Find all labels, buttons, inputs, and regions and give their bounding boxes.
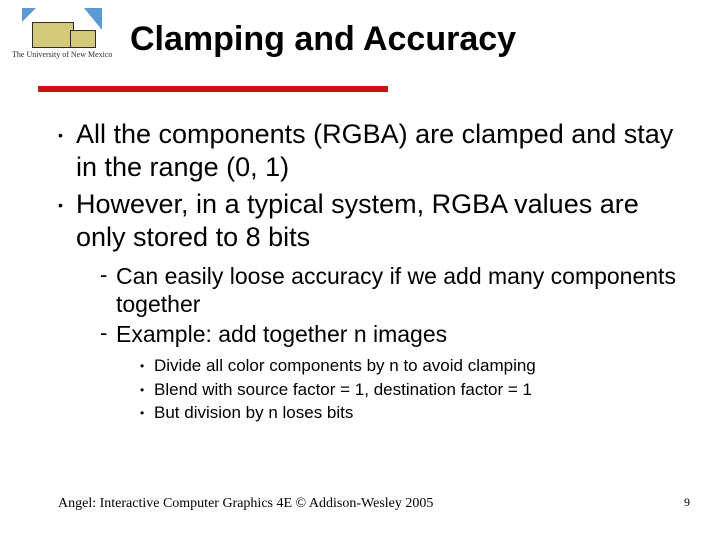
bullet-list-lvl2: Can easily loose accuracy if we add many… [76,262,680,424]
bullet-lvl3-item: Blend with source factor = 1, destinatio… [140,380,680,401]
bullet-lvl2-item: Can easily loose accuracy if we add many… [100,262,680,318]
content-body: All the components (RGBA) are clamped an… [58,118,680,428]
logo-skyline-right [84,8,102,30]
bullet-lvl2-text: Example: add together n images [116,321,447,347]
bullet-lvl1-item: However, in a typical system, RGBA value… [58,188,680,424]
logo-skyline-left [22,8,36,22]
bullet-list-lvl1: All the components (RGBA) are clamped an… [58,118,680,424]
slide: The University of New Mexico Clamping an… [0,0,720,540]
logo-building-main [32,22,74,48]
page-number: 9 [684,495,690,510]
bullet-lvl1-text: However, in a typical system, RGBA value… [76,189,639,252]
title-underline [38,86,388,92]
logo-caption: The University of New Mexico [12,50,112,59]
logo: The University of New Mexico [12,8,112,70]
page-title: Clamping and Accuracy [130,20,516,59]
footer-credit: Angel: Interactive Computer Graphics 4E … [58,496,433,512]
logo-building-wing [70,30,96,48]
bullet-list-lvl3: Divide all color components by n to avoi… [116,356,680,424]
bullet-lvl3-item: But division by n loses bits [140,403,680,424]
logo-graphic [22,8,102,46]
bullet-lvl2-item: Example: add together n images Divide al… [100,320,680,424]
bullet-lvl3-item: Divide all color components by n to avoi… [140,356,680,377]
bullet-lvl1-item: All the components (RGBA) are clamped an… [58,118,680,184]
